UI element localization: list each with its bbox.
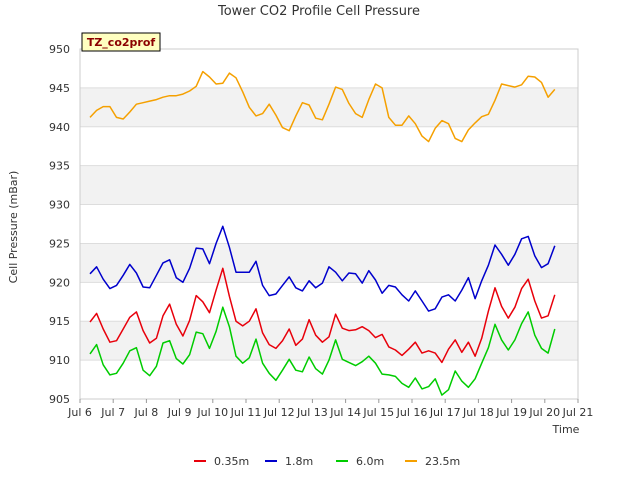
legend-label: 0.35m	[214, 455, 249, 468]
plot-band	[80, 360, 578, 399]
y-tick-label: 920	[49, 276, 70, 289]
y-tick-label: 930	[49, 199, 70, 212]
plot-band	[80, 87, 578, 127]
chart-title: Tower CO2 Profile Cell Pressure	[217, 4, 420, 19]
y-axis-ticks: 905 910 915 920 925 930 935 940 945 950	[49, 43, 70, 406]
plot-band	[80, 204, 578, 244]
x-tick-label: Jul 15	[362, 406, 394, 419]
y-axis-label: Cell Pressure (mBar)	[7, 171, 20, 284]
x-tick-label: Jul 11	[230, 406, 262, 419]
y-tick-label: 915	[49, 315, 70, 328]
plot-background	[80, 49, 578, 399]
x-tick-label: Jul 8	[134, 406, 159, 419]
x-tick-label: Jul 16	[396, 406, 428, 419]
x-tick-label: Jul 9	[167, 406, 192, 419]
y-tick-label: 940	[49, 121, 70, 134]
x-tick-label: Jul 7	[100, 406, 125, 419]
series-line-6.0m	[89, 306, 556, 396]
series-line-23.5m	[89, 70, 556, 143]
x-axis-label: Time	[552, 423, 580, 436]
y-tick-label: 945	[49, 82, 70, 95]
series-line-1.8m	[89, 225, 556, 312]
x-tick-label: Jul 10	[196, 406, 228, 419]
series-layer	[89, 70, 556, 396]
plot-band	[80, 321, 578, 361]
plot-band	[80, 282, 578, 322]
plot-frame	[79, 48, 579, 400]
x-tick-label: Jul 18	[462, 406, 494, 419]
x-tick-label: Jul 17	[429, 406, 461, 419]
x-tick-label: Jul 14	[329, 406, 361, 419]
x-tick-label: Jul 6	[67, 406, 92, 419]
x-tick-label: Jul 21	[562, 406, 594, 419]
x-tick-label: Jul 12	[263, 406, 295, 419]
site-badge-box	[81, 32, 161, 52]
y-tick-label: 925	[49, 237, 70, 250]
plot-band	[80, 49, 578, 88]
plot-band	[80, 126, 578, 166]
legend: 0.35m 1.8m 6.0m 23.5m	[194, 455, 460, 468]
legend-label: 6.0m	[356, 455, 384, 468]
site-badge-label: TZ_co2prof	[87, 36, 156, 49]
series-line-0.35m	[89, 267, 556, 364]
legend-label: 1.8m	[285, 455, 313, 468]
y-tick-label: 910	[49, 354, 70, 367]
y-tick-label: 935	[49, 160, 70, 173]
y-tick-label: 905	[49, 393, 70, 406]
x-axis-ticks: Jul 6 Jul 7 Jul 8 Jul 9 Jul 10 Jul 11 Jul 12 Ju…	[67, 399, 593, 419]
site-badge: TZ_co2prof	[81, 32, 161, 52]
x-tick-label: Jul 13	[296, 406, 328, 419]
legend-label: 23.5m	[425, 455, 460, 468]
y-tick-label: 950	[49, 43, 70, 56]
x-tick-label: Jul 20	[528, 406, 560, 419]
plot-band	[80, 243, 578, 283]
plot-band	[80, 165, 578, 205]
x-tick-label: Jul 19	[495, 406, 527, 419]
